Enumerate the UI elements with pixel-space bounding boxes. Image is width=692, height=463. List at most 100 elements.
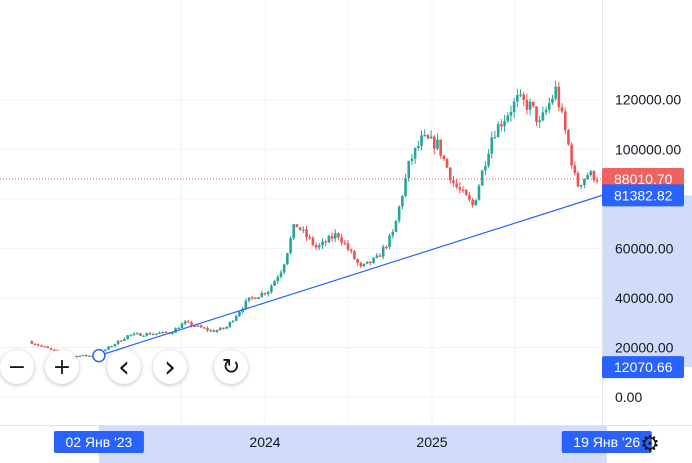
candle [139,332,142,337]
candle [417,140,420,151]
candle [563,107,567,135]
range-end-date: 19 Янв '26 [573,434,640,450]
candle [423,129,426,137]
candle [295,224,299,228]
range-end-date-tag: 19 Янв '26 [561,431,652,453]
candle [279,269,283,279]
candle [346,239,350,252]
candle [337,232,340,241]
scroll-right-button[interactable]: › [153,350,187,385]
price-tick-label: 100000.00 [615,141,681,157]
candle [378,253,382,257]
candle [273,279,276,287]
settings-gear-icon[interactable]: ⚙ [640,431,660,457]
zoom-out-button[interactable]: − [0,350,34,384]
candle [541,106,545,122]
candle [359,261,363,269]
candle [512,97,516,119]
candle [551,94,554,105]
candle [116,340,120,346]
candle [560,103,564,114]
zoom-in-button[interactable]: + [45,350,79,384]
candle [544,106,548,116]
price-tick-label: 40000.00 [615,290,674,306]
candle [132,332,136,337]
date-range-selection [98,425,607,463]
candle [142,334,145,337]
candle [464,188,468,196]
candle [420,130,423,151]
candle [222,327,225,330]
candle [554,80,557,101]
candle [209,328,213,332]
range-low-tag: 12070.66 [602,356,684,379]
candle [218,326,222,331]
candle [353,249,356,260]
candle [174,327,177,333]
candle [401,194,404,210]
candle [576,170,580,188]
candle [442,154,446,161]
candle [276,274,280,284]
candle [369,261,372,266]
candle [282,263,286,275]
candle [522,91,526,107]
candle [448,167,452,184]
price-axis[interactable]: 120000.00 100000.00 60000.00 40000.00 20000.… [615,92,681,405]
candle [254,297,257,300]
candle [263,292,267,296]
candle [30,339,34,345]
candle [212,329,216,333]
candle [429,130,433,139]
trend-line[interactable] [98,194,603,357]
candle [461,185,465,194]
chart-grid [0,0,602,425]
candle [187,320,190,324]
candle [592,170,596,183]
candle [375,252,379,259]
candle [292,223,296,240]
candle [531,101,535,108]
candle [75,355,78,358]
candle [340,233,343,246]
candle [180,322,184,329]
candle [410,153,414,165]
candle [155,333,158,336]
candle [206,326,209,333]
candle [496,121,500,138]
candle [203,326,206,329]
time-tick-label: 2024 [249,434,280,450]
candle [126,335,129,340]
candle [484,161,487,176]
reset-chart-button[interactable]: ↻ [214,350,248,384]
time-tick-label: 2025 [416,434,447,450]
candle [161,331,165,335]
candle [119,340,123,342]
time-axis[interactable]: 2024 2025 [249,434,447,450]
candle [148,331,152,335]
candle [177,326,181,330]
candle [113,343,117,348]
candle [535,106,538,126]
candle [480,169,484,186]
candle [164,330,168,334]
candle [445,157,449,168]
candle [289,236,292,255]
candle [43,345,46,348]
trend-line-anchor-handle[interactable] [92,348,106,363]
candle [330,232,334,242]
candle [458,181,462,194]
candle [506,112,510,123]
scroll-left-button[interactable]: ‹ [107,350,141,385]
candle [333,229,337,242]
candle [455,179,458,190]
range-start-date-tag: 02 Янв '23 [53,431,144,453]
candle [381,244,385,260]
candle [46,345,50,349]
price-tick-label: 120000.00 [615,92,681,108]
candle [493,130,497,139]
candle [311,236,315,247]
candle [78,355,82,358]
candle [327,234,331,243]
